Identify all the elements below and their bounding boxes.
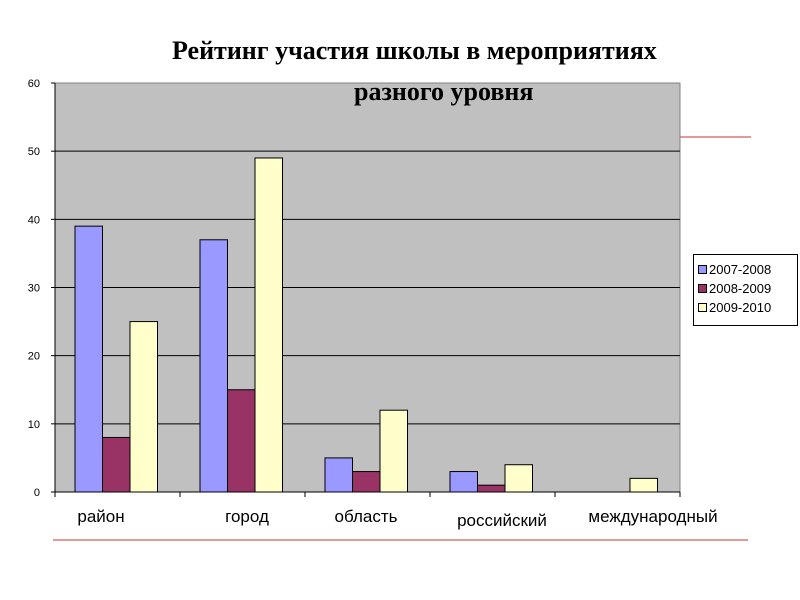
y-tick-label: 30 xyxy=(28,283,40,295)
legend-label: 2008-2009 xyxy=(709,281,772,296)
x-category-label: город xyxy=(225,507,269,526)
y-tick-label: 40 xyxy=(28,214,40,226)
legend-swatch-2008-2009 xyxy=(698,284,707,293)
bar xyxy=(254,157,283,493)
bar xyxy=(352,471,381,493)
legend-item: 2009-2010 xyxy=(698,298,797,317)
bar xyxy=(629,477,658,493)
legend-item: 2007-2008 xyxy=(698,260,797,279)
y-tick-label: 60 xyxy=(28,78,40,90)
legend: 2007-2008 2008-2009 2009-2010 xyxy=(693,254,798,326)
legend-item: 2008-2009 xyxy=(698,279,797,298)
chart-title-line-2: разного уровня xyxy=(354,77,534,106)
bar xyxy=(74,225,103,493)
bar xyxy=(129,321,158,493)
bar xyxy=(379,409,408,493)
x-category-label: район xyxy=(77,507,124,526)
bar xyxy=(477,484,506,493)
y-tick-label: 10 xyxy=(28,419,40,431)
gridlines xyxy=(55,150,680,425)
legend-swatch-2009-2010 xyxy=(698,303,707,312)
x-category-label: международный xyxy=(588,507,717,526)
axes: 0 10 20 30 40 50 60 район город область российский… xyxy=(28,78,718,530)
bar xyxy=(227,389,256,493)
y-tick-label: 0 xyxy=(34,487,40,499)
y-tick-label: 50 xyxy=(28,146,40,158)
y-tick-label: 20 xyxy=(28,351,40,363)
legend-swatch-2007-2008 xyxy=(698,265,707,274)
bar xyxy=(504,464,533,493)
legend-label: 2009-2010 xyxy=(709,300,772,315)
x-category-label: область xyxy=(335,507,398,526)
bar xyxy=(102,436,131,493)
chart-title-line-1: Рейтинг участия школы в мероприятиях xyxy=(172,36,657,65)
bars xyxy=(74,157,658,493)
x-category-label: российский xyxy=(457,511,547,530)
legend-label: 2007-2008 xyxy=(709,262,772,277)
bar xyxy=(199,239,228,493)
bar xyxy=(324,457,353,493)
bar xyxy=(449,471,478,493)
